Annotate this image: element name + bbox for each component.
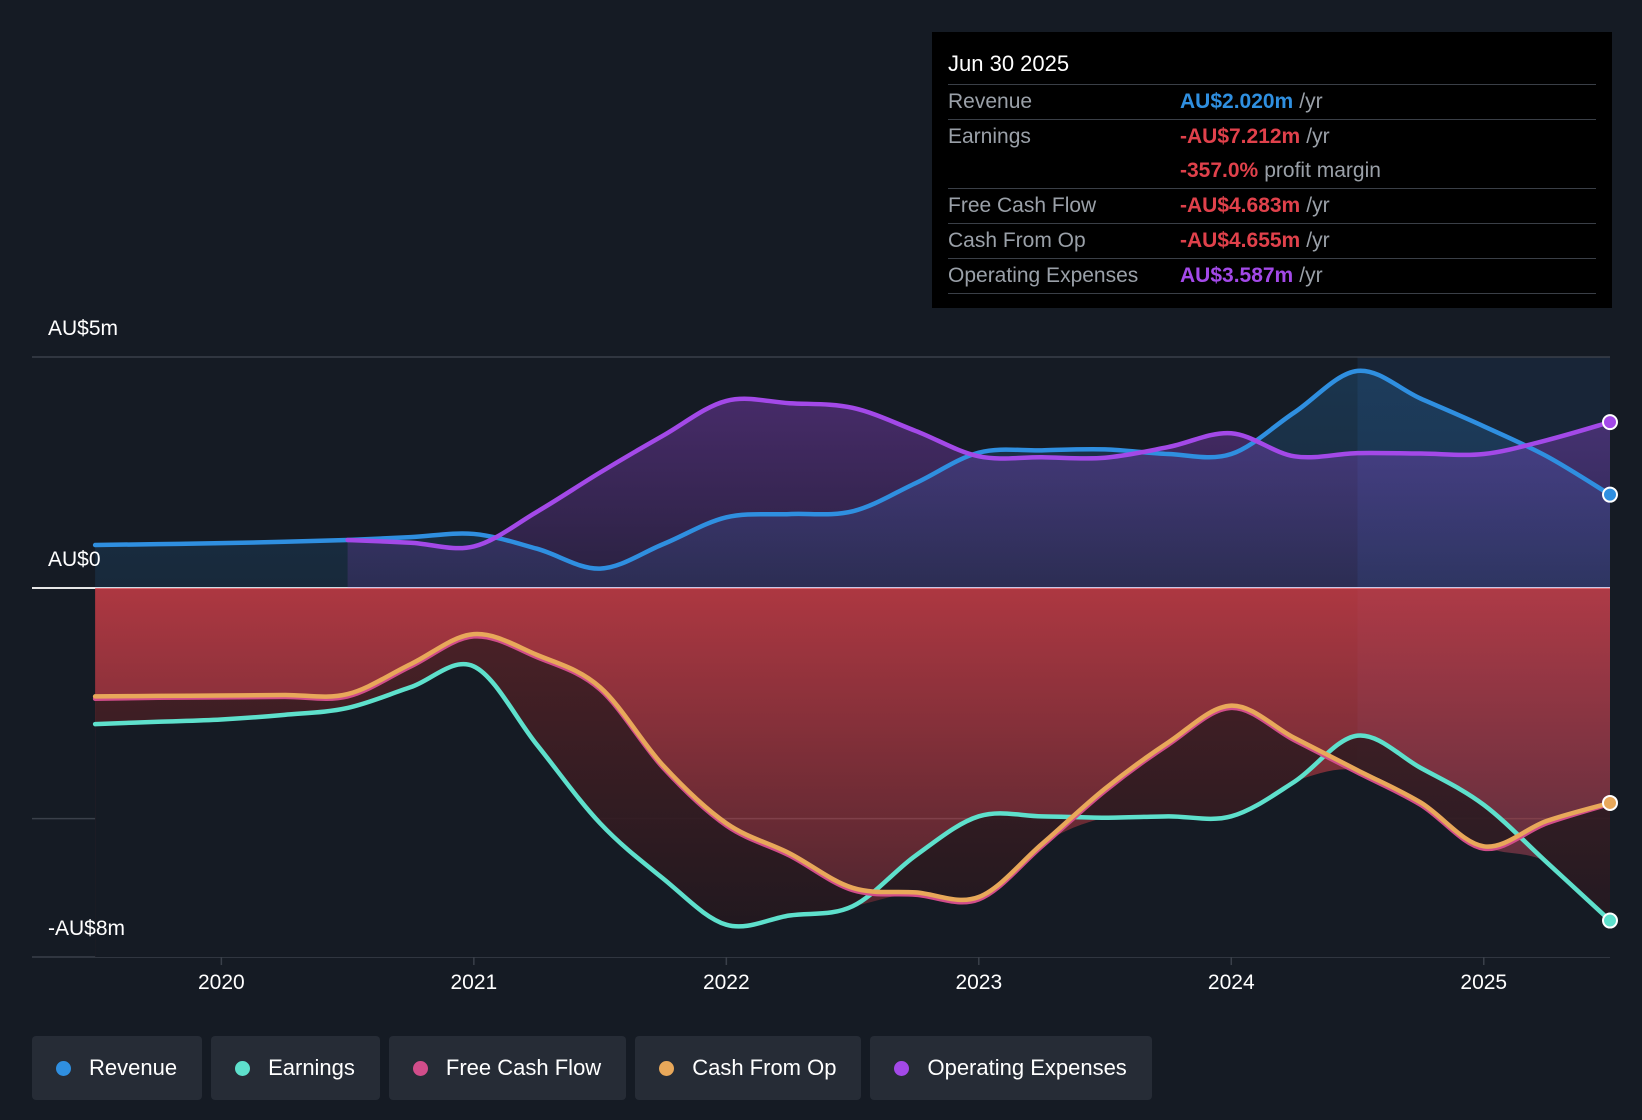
tooltip-value: -AU$4.655m: [1180, 229, 1301, 252]
tooltip-label: [948, 154, 1180, 188]
revenue-dot-icon: [56, 1060, 71, 1076]
tooltip-label: Earnings: [948, 125, 1031, 148]
tooltip-value: AU$2.020m: [1180, 90, 1294, 113]
earnings-line: [92, 662, 1613, 929]
x-tick-label: 2022: [703, 971, 750, 994]
legend-label: Revenue: [89, 1055, 178, 1080]
tooltip-date: Jun 30 2025: [948, 44, 1596, 85]
tooltip-unit: profit margin: [1264, 159, 1381, 182]
tooltip-unit: /yr: [1299, 264, 1323, 287]
y-tick-label: AU$5m: [48, 317, 118, 340]
tooltip-unit: /yr: [1306, 229, 1330, 252]
earnings-end-point: [1602, 912, 1618, 929]
tooltip-value: -AU$4.683m: [1180, 194, 1301, 217]
tooltip-unit: /yr: [1299, 90, 1323, 113]
legend-item-revenue[interactable]: Revenue: [32, 1036, 203, 1100]
chart-legend: Revenue Earnings Free Cash Flow Cash Fro…: [32, 1036, 1161, 1100]
legend-item-earnings[interactable]: Earnings: [211, 1036, 380, 1100]
legend-label: Free Cash Flow: [445, 1055, 602, 1080]
x-tick-label: 2020: [198, 971, 245, 994]
tooltip-row-revenue: Revenue AU$2.020m /yr: [948, 85, 1596, 120]
tooltip-row-opex: Operating Expenses AU$3.587m /yr: [948, 259, 1596, 294]
legend-label: Operating Expenses: [927, 1055, 1127, 1080]
tooltip-label: Free Cash Flow: [948, 194, 1097, 217]
tooltip-label: Cash From Op: [948, 229, 1086, 252]
y-tick-label: AU$0: [48, 548, 101, 571]
below-series-mask: [95, 664, 1611, 957]
cash-from-op-end-point: [1602, 794, 1618, 811]
tooltip-value: -AU$7.212m: [1180, 125, 1301, 148]
tooltip-label: Revenue: [948, 90, 1033, 113]
legend-label: Earnings: [268, 1055, 355, 1080]
operating-expenses-line: [345, 396, 1613, 551]
tooltip-row-margin: -357.0% profit margin: [948, 154, 1596, 189]
tooltip-unit: /yr: [1306, 125, 1330, 148]
tooltip-row-earnings: Earnings -AU$7.212m /yr: [948, 120, 1596, 154]
x-tick-label: 2021: [450, 971, 497, 994]
earnings-dot-icon: [235, 1060, 251, 1076]
tooltip-unit: /yr: [1306, 194, 1330, 217]
tooltip-row-cfo: Cash From Op -AU$4.655m /yr: [948, 224, 1596, 259]
cash-from-op-dot-icon: [659, 1060, 675, 1076]
tooltip-value: -357.0%: [1180, 159, 1259, 182]
tooltip-panel: Jun 30 2025 Revenue AU$2.020m /yr Earnin…: [932, 32, 1612, 308]
operating-expenses-area: [347, 398, 1611, 588]
legend-item-operating-expenses[interactable]: Operating Expenses: [870, 1036, 1152, 1100]
x-tick-label: 2023: [955, 971, 1002, 994]
legend-label: Cash From Op: [692, 1055, 837, 1080]
tooltip-value: AU$3.587m: [1180, 264, 1294, 287]
revenue-end-point: [1602, 486, 1618, 503]
operating-expenses-dot-icon: [894, 1060, 910, 1076]
legend-item-cash-from-op[interactable]: Cash From Op: [635, 1036, 862, 1100]
tooltip-label: Operating Expenses: [948, 264, 1139, 287]
cash-from-op-line: [92, 631, 1613, 903]
operating-expenses-end-point: [1602, 414, 1618, 431]
legend-item-free-cash-flow[interactable]: Free Cash Flow: [388, 1036, 627, 1100]
tooltip-row-fcf: Free Cash Flow -AU$4.683m /yr: [948, 189, 1596, 224]
x-tick-label: 2024: [1208, 971, 1255, 994]
y-tick-label: -AU$8m: [48, 917, 125, 940]
free-cash-flow-dot-icon: [412, 1060, 428, 1076]
x-tick-label: 2025: [1460, 971, 1507, 994]
